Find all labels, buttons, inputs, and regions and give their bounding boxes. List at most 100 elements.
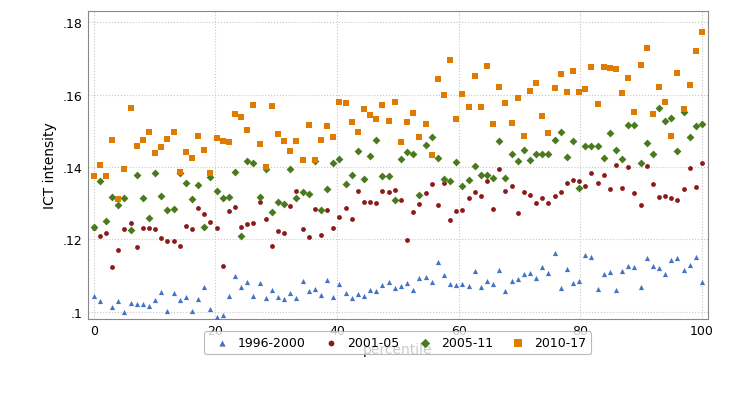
- 2001-05: [334, 214, 345, 221]
- 2005-11: [647, 151, 658, 158]
- 2001-05: [291, 189, 302, 195]
- 2010-17: [155, 144, 167, 151]
- 1996-2000: [291, 295, 302, 301]
- 2001-05: [229, 204, 241, 211]
- 2001-05: [235, 224, 247, 230]
- 1996-2000: [112, 298, 124, 304]
- 1996-2000: [659, 271, 671, 278]
- 2001-05: [315, 231, 327, 238]
- 2005-11: [358, 177, 370, 183]
- 2001-05: [150, 226, 161, 232]
- 2005-11: [339, 181, 351, 188]
- 1996-2000: [634, 284, 646, 290]
- 2010-17: [328, 135, 339, 141]
- 2001-05: [573, 178, 585, 185]
- 1996-2000: [666, 257, 677, 264]
- 2005-11: [499, 175, 511, 182]
- 1996-2000: [518, 272, 530, 278]
- 2005-11: [445, 178, 456, 185]
- 2005-11: [518, 147, 530, 153]
- 2005-11: [653, 106, 665, 112]
- 2005-11: [641, 140, 653, 146]
- 2005-11: [506, 151, 518, 158]
- 2005-11: [573, 185, 585, 192]
- 2010-17: [242, 128, 253, 135]
- 1996-2000: [235, 284, 247, 291]
- 2010-17: [432, 77, 444, 83]
- 1996-2000: [402, 280, 413, 287]
- 1996-2000: [567, 280, 579, 287]
- 2005-11: [254, 194, 266, 200]
- 2005-11: [592, 143, 604, 150]
- 2010-17: [420, 121, 431, 128]
- 2001-05: [616, 185, 628, 191]
- 2005-11: [174, 171, 185, 177]
- 2010-17: [524, 89, 536, 95]
- 2010-17: [100, 173, 112, 180]
- 2005-11: [493, 139, 505, 145]
- 2005-11: [684, 134, 696, 141]
- 2001-05: [199, 211, 210, 218]
- 1996-2000: [438, 272, 450, 278]
- 2010-17: [481, 63, 493, 70]
- 1996-2000: [328, 294, 339, 301]
- 2001-05: [653, 194, 665, 201]
- Y-axis label: ICT intensity: ICT intensity: [43, 122, 58, 209]
- 1996-2000: [358, 293, 370, 299]
- 2001-05: [100, 231, 112, 237]
- 2001-05: [371, 201, 383, 207]
- 1996-2000: [247, 293, 259, 299]
- 2010-17: [364, 112, 376, 119]
- 2010-17: [413, 134, 425, 141]
- 2005-11: [186, 196, 198, 203]
- 2010-17: [186, 155, 198, 162]
- 2010-17: [88, 174, 99, 180]
- 2001-05: [450, 209, 462, 215]
- 1996-2000: [278, 296, 290, 303]
- 2001-05: [155, 235, 167, 242]
- 2001-05: [592, 181, 604, 187]
- 1996-2000: [456, 281, 468, 287]
- 2010-17: [634, 63, 646, 70]
- 2005-11: [272, 199, 284, 205]
- 2001-05: [174, 243, 185, 250]
- 1996-2000: [469, 267, 480, 274]
- 1996-2000: [684, 262, 696, 268]
- 2010-17: [371, 117, 383, 124]
- 2005-11: [389, 198, 401, 204]
- 2001-05: [542, 200, 554, 207]
- 2010-17: [499, 101, 511, 107]
- 2005-11: [567, 139, 579, 145]
- 2001-05: [383, 190, 394, 196]
- 1996-2000: [242, 279, 253, 285]
- 2005-11: [598, 155, 610, 162]
- 1996-2000: [131, 301, 142, 308]
- 2001-05: [125, 220, 137, 227]
- 2005-11: [475, 173, 487, 179]
- 2010-17: [266, 103, 277, 110]
- 1996-2000: [377, 281, 388, 288]
- 2005-11: [371, 138, 383, 144]
- 2001-05: [118, 226, 130, 233]
- 2005-11: [549, 137, 561, 144]
- 1996-2000: [696, 279, 708, 286]
- 2010-17: [229, 111, 241, 118]
- 2001-05: [696, 161, 708, 167]
- 2010-17: [672, 71, 683, 77]
- 2005-11: [155, 194, 167, 200]
- 1996-2000: [180, 294, 192, 301]
- 2005-11: [352, 148, 364, 155]
- 1996-2000: [383, 279, 394, 285]
- 2001-05: [272, 228, 284, 234]
- 1996-2000: [150, 297, 161, 303]
- 2010-17: [260, 164, 272, 171]
- 2010-17: [377, 102, 388, 109]
- 2010-17: [223, 139, 235, 146]
- 2010-17: [235, 115, 247, 121]
- 2010-17: [303, 123, 315, 129]
- 1996-2000: [260, 295, 272, 302]
- 2001-05: [432, 202, 444, 209]
- 2001-05: [303, 234, 315, 240]
- 2001-05: [266, 243, 277, 250]
- 1996-2000: [352, 290, 364, 297]
